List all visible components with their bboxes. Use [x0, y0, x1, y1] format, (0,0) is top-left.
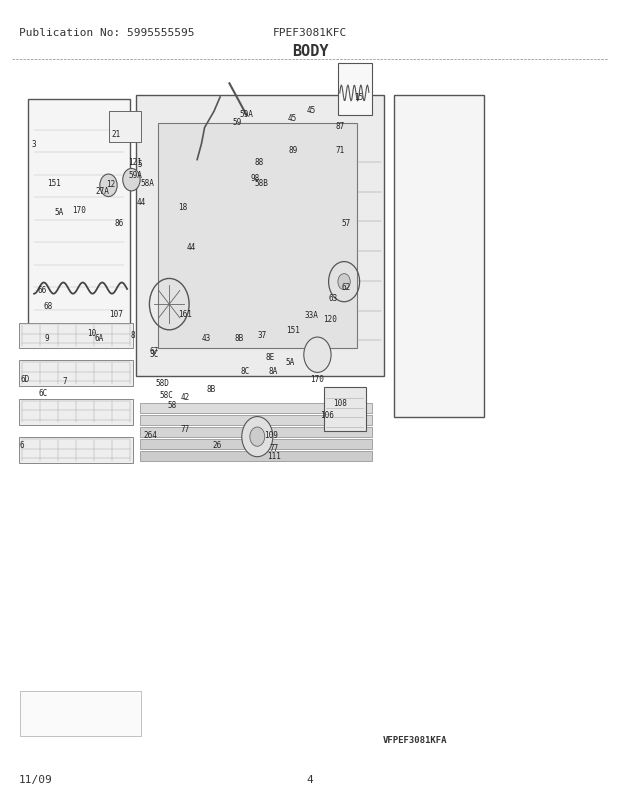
Text: 43: 43	[202, 334, 210, 343]
Text: 59A: 59A	[128, 170, 142, 180]
Text: 8B: 8B	[234, 334, 243, 343]
Text: 58D: 58D	[156, 379, 169, 388]
Text: 89: 89	[288, 146, 297, 156]
Circle shape	[304, 338, 331, 373]
Bar	[338, 64, 372, 116]
Circle shape	[123, 169, 140, 192]
Circle shape	[250, 427, 265, 447]
Text: 106: 106	[321, 411, 334, 420]
Text: 6C: 6C	[39, 388, 48, 398]
Text: 44: 44	[187, 242, 195, 252]
Text: 33A: 33A	[304, 310, 318, 320]
Text: Ass. du four N/A: Ass. du four N/A	[40, 717, 121, 726]
Text: 8C: 8C	[241, 367, 249, 376]
Text: 5: 5	[137, 160, 142, 169]
Text: 57: 57	[342, 218, 350, 228]
Text: 161: 161	[178, 310, 192, 319]
Text: 58C: 58C	[159, 390, 173, 399]
Text: VFPEF3081KFA: VFPEF3081KFA	[383, 735, 448, 744]
Text: 77: 77	[270, 443, 278, 452]
Circle shape	[100, 175, 117, 197]
Bar	[19, 361, 133, 387]
Text: 6D: 6D	[20, 374, 29, 383]
Text: 63: 63	[329, 294, 338, 303]
Bar	[140, 439, 372, 449]
Text: 66: 66	[38, 286, 46, 295]
Text: 8A: 8A	[268, 367, 277, 376]
Text: 45: 45	[307, 106, 316, 115]
Bar	[28, 100, 130, 341]
Text: 71: 71	[335, 146, 344, 156]
Text: 151: 151	[48, 178, 61, 188]
Text: 10: 10	[87, 328, 96, 338]
Text: 3C: 3C	[149, 350, 158, 359]
Text: 44: 44	[137, 197, 146, 207]
Bar	[140, 403, 372, 413]
Text: 9: 9	[44, 334, 49, 343]
Text: 15: 15	[354, 93, 363, 103]
Text: Publication No: 5995555595: Publication No: 5995555595	[19, 28, 194, 38]
Bar	[108, 112, 141, 143]
Text: 6: 6	[19, 440, 24, 450]
Circle shape	[242, 417, 273, 457]
Bar	[394, 96, 484, 417]
Text: 86: 86	[115, 218, 123, 228]
Text: 11/09: 11/09	[19, 775, 52, 784]
Bar	[136, 96, 384, 377]
Text: 21: 21	[112, 130, 121, 140]
Text: 111: 111	[267, 451, 281, 460]
Text: 264: 264	[143, 430, 157, 439]
Text: 58B: 58B	[255, 178, 268, 188]
Bar	[19, 438, 133, 464]
Text: 87: 87	[335, 122, 344, 132]
Bar	[19, 399, 133, 425]
Text: 12: 12	[106, 180, 115, 189]
Text: 109: 109	[265, 430, 278, 439]
Text: 6A: 6A	[95, 334, 104, 343]
Text: 8B: 8B	[206, 384, 215, 394]
Bar	[140, 427, 372, 437]
Text: 8: 8	[131, 330, 136, 340]
Text: 170: 170	[311, 374, 324, 383]
Bar	[140, 452, 372, 461]
Text: FPEF3081KFC: FPEF3081KFC	[273, 28, 347, 38]
Text: 77: 77	[180, 424, 189, 434]
Text: NOTE: Oven Liner N/A: NOTE: Oven Liner N/A	[30, 699, 131, 708]
Bar	[324, 387, 366, 431]
Text: 18: 18	[179, 202, 187, 212]
Text: 5A: 5A	[286, 358, 294, 367]
Bar	[140, 415, 372, 425]
Text: 37: 37	[257, 330, 266, 340]
Text: 62: 62	[342, 282, 350, 292]
Text: eReplacementParts.com: eReplacementParts.com	[234, 350, 386, 363]
Text: 3: 3	[32, 140, 37, 149]
Text: 7: 7	[63, 376, 68, 386]
Text: 68: 68	[44, 302, 53, 311]
Text: 59A: 59A	[240, 109, 254, 119]
Text: 151: 151	[286, 326, 299, 335]
Text: 58: 58	[168, 400, 177, 410]
Text: 27A: 27A	[95, 186, 109, 196]
Text: 5A: 5A	[55, 208, 63, 217]
Text: 4: 4	[307, 775, 313, 784]
Text: 121: 121	[128, 157, 142, 167]
Text: 59: 59	[232, 117, 241, 127]
Text: 58A: 58A	[141, 178, 154, 188]
Text: 88: 88	[255, 157, 264, 167]
Text: 170: 170	[73, 205, 86, 215]
Bar	[20, 691, 141, 736]
Text: 67: 67	[149, 346, 158, 356]
Bar	[19, 323, 133, 349]
Text: 107: 107	[110, 310, 123, 319]
Text: 8E: 8E	[265, 352, 274, 362]
Bar	[158, 124, 356, 349]
Text: 45: 45	[288, 114, 297, 124]
Text: 120: 120	[323, 314, 337, 324]
Circle shape	[338, 274, 350, 290]
Text: 42: 42	[180, 392, 189, 402]
Text: 26: 26	[213, 440, 221, 450]
Text: BODY: BODY	[292, 44, 328, 59]
Text: 108: 108	[333, 398, 347, 407]
Text: 98: 98	[251, 173, 260, 183]
